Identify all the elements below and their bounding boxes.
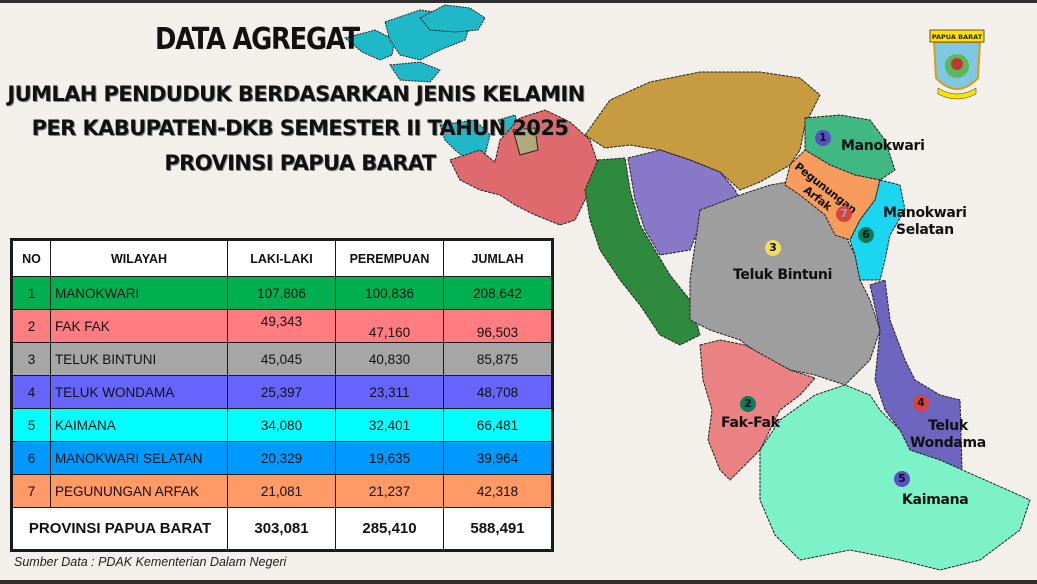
map-badge-1: 1 xyxy=(815,130,831,146)
map-badge-7: 7 xyxy=(836,206,852,222)
cell-jumlah: 39,964 xyxy=(443,441,552,475)
map-label-fakfak: Fak-Fak xyxy=(721,415,780,431)
source-note: Sumber Data : PDAK Kementerian Dalam Neg… xyxy=(14,555,287,569)
map-badge-6: 6 xyxy=(858,227,874,243)
cell-jumlah: 42,318 xyxy=(443,474,552,508)
table-header-row: NO WILAYAH LAKI-LAKI PEREMPUAN JUMLAH xyxy=(12,240,552,277)
map-label-manokwari: Manokwari xyxy=(841,138,925,154)
map-region-sorong-selatan xyxy=(584,157,701,346)
cell-wilayah: TELUK WONDAMA xyxy=(50,375,228,409)
table-row: 1 MANOKWARI 107,806 100,836 208,642 xyxy=(12,276,552,310)
cell-no: 2 xyxy=(12,309,51,343)
cell-laki-laki: 25,397 xyxy=(227,375,336,409)
map-label-kaimana: Kaimana xyxy=(902,492,969,508)
subtitle-line-2: PER KABUPATEN-DKB SEMESTER II TAHUN 2025 xyxy=(31,116,569,140)
subtitle-line-3: PROVINSI PAPUA BARAT xyxy=(164,151,436,175)
map-region-tambrauw xyxy=(584,71,821,191)
map-label-line: Teluk xyxy=(928,418,968,434)
map-label-manokwari-selatan: Manokwari Selatan xyxy=(883,205,967,239)
table-row: 7 PEGUNUNGAN ARFAK 21,081 21,237 42,318 xyxy=(12,474,552,508)
map-label-teluk-wondama: Teluk Wondama xyxy=(910,418,986,452)
cell-wilayah: PEGUNUNGAN ARFAK xyxy=(50,474,228,508)
table-row: 5 KAIMANA 34,080 32,401 66,481 xyxy=(12,408,552,442)
cell-no: 6 xyxy=(12,441,51,475)
header-jumlah: JUMLAH xyxy=(443,240,552,277)
map-region-fakfak xyxy=(699,339,816,481)
cell-no: 4 xyxy=(12,375,51,409)
bottom-border xyxy=(0,580,1037,584)
header-no: NO xyxy=(12,240,51,277)
cell-jumlah: 85,875 xyxy=(443,342,552,376)
map-badge-4: 4 xyxy=(913,395,929,411)
cell-no: 1 xyxy=(12,276,51,310)
cell-no: 5 xyxy=(12,408,51,442)
table-row: 2 FAK FAK 49,343 47,160 96,503 xyxy=(12,309,552,343)
cell-laki-laki: 49,343 xyxy=(227,309,336,343)
page-title: DATA AGREGAT xyxy=(155,22,360,57)
map-badge-3: 3 xyxy=(765,240,781,256)
header-laki-laki: LAKI-LAKI xyxy=(227,240,336,277)
cell-laki-laki: 107,806 xyxy=(227,276,336,310)
table-total-row: PROVINSI PAPUA BARAT 303,081 285,410 588… xyxy=(12,507,552,550)
cell-perempuan: 32,401 xyxy=(335,408,444,442)
map-badge-2: 2 xyxy=(740,396,756,412)
cell-laki-laki: 20,329 xyxy=(227,441,336,475)
cell-total-perempuan: 285,410 xyxy=(335,507,444,550)
map-label-line: Manokwari xyxy=(883,205,967,221)
cell-perempuan: 100,836 xyxy=(335,276,444,310)
cell-total-laki-laki: 303,081 xyxy=(227,507,336,550)
header-perempuan: PEREMPUAN xyxy=(335,240,444,277)
map-label-teluk-bintuni: Teluk Bintuni xyxy=(733,267,833,283)
cell-perempuan: 21,237 xyxy=(335,474,444,508)
cell-wilayah: FAK FAK xyxy=(50,309,228,343)
cell-wilayah: TELUK BINTUNI xyxy=(50,342,228,376)
cell-laki-laki: 45,045 xyxy=(227,342,336,376)
cell-jumlah: 96,503 xyxy=(443,309,552,343)
cell-jumlah: 66,481 xyxy=(443,408,552,442)
table-row: 3 TELUK BINTUNI 45,045 40,830 85,875 xyxy=(12,342,552,376)
table-row: 6 MANOKWARI SELATAN 20,329 19,635 39,964 xyxy=(12,441,552,475)
header-wilayah: WILAYAH xyxy=(50,240,228,277)
cell-laki-laki: 34,080 xyxy=(227,408,336,442)
cell-wilayah: MANOKWARI SELATAN xyxy=(50,441,228,475)
cell-perempuan: 19,635 xyxy=(335,441,444,475)
map-region-manokwari-selatan xyxy=(849,179,906,281)
cell-jumlah: 48,708 xyxy=(443,375,552,409)
map-badge-5: 5 xyxy=(894,471,910,487)
cell-total-label: PROVINSI PAPUA BARAT xyxy=(12,507,228,550)
cell-total-jumlah: 588,491 xyxy=(443,507,552,550)
cell-wilayah: KAIMANA xyxy=(50,408,228,442)
cell-jumlah: 208,642 xyxy=(443,276,552,310)
cell-no: 3 xyxy=(12,342,51,376)
subtitle-line-1: JUMLAH PENDUDUK BERDASARKAN JENIS KELAMI… xyxy=(7,82,585,106)
cell-laki-laki: 21,081 xyxy=(227,474,336,508)
population-table: NO WILAYAH LAKI-LAKI PEREMPUAN JUMLAH 1 … xyxy=(10,238,554,552)
table-row: 4 TELUK WONDAMA 25,397 23,311 48,708 xyxy=(12,375,552,409)
map-label-line: Wondama xyxy=(910,435,986,451)
svg-text:PAPUA BARAT: PAPUA BARAT xyxy=(932,33,983,41)
cell-perempuan: 23,311 xyxy=(335,375,444,409)
cell-no: 7 xyxy=(12,474,51,508)
papua-barat-coat-of-arms-icon: PAPUA BARAT xyxy=(929,29,985,100)
cell-perempuan: 40,830 xyxy=(335,342,444,376)
map-label-line: Selatan xyxy=(895,222,954,238)
cell-wilayah: MANOKWARI xyxy=(50,276,228,310)
top-border xyxy=(0,0,1037,3)
cell-perempuan: 47,160 xyxy=(335,309,444,343)
